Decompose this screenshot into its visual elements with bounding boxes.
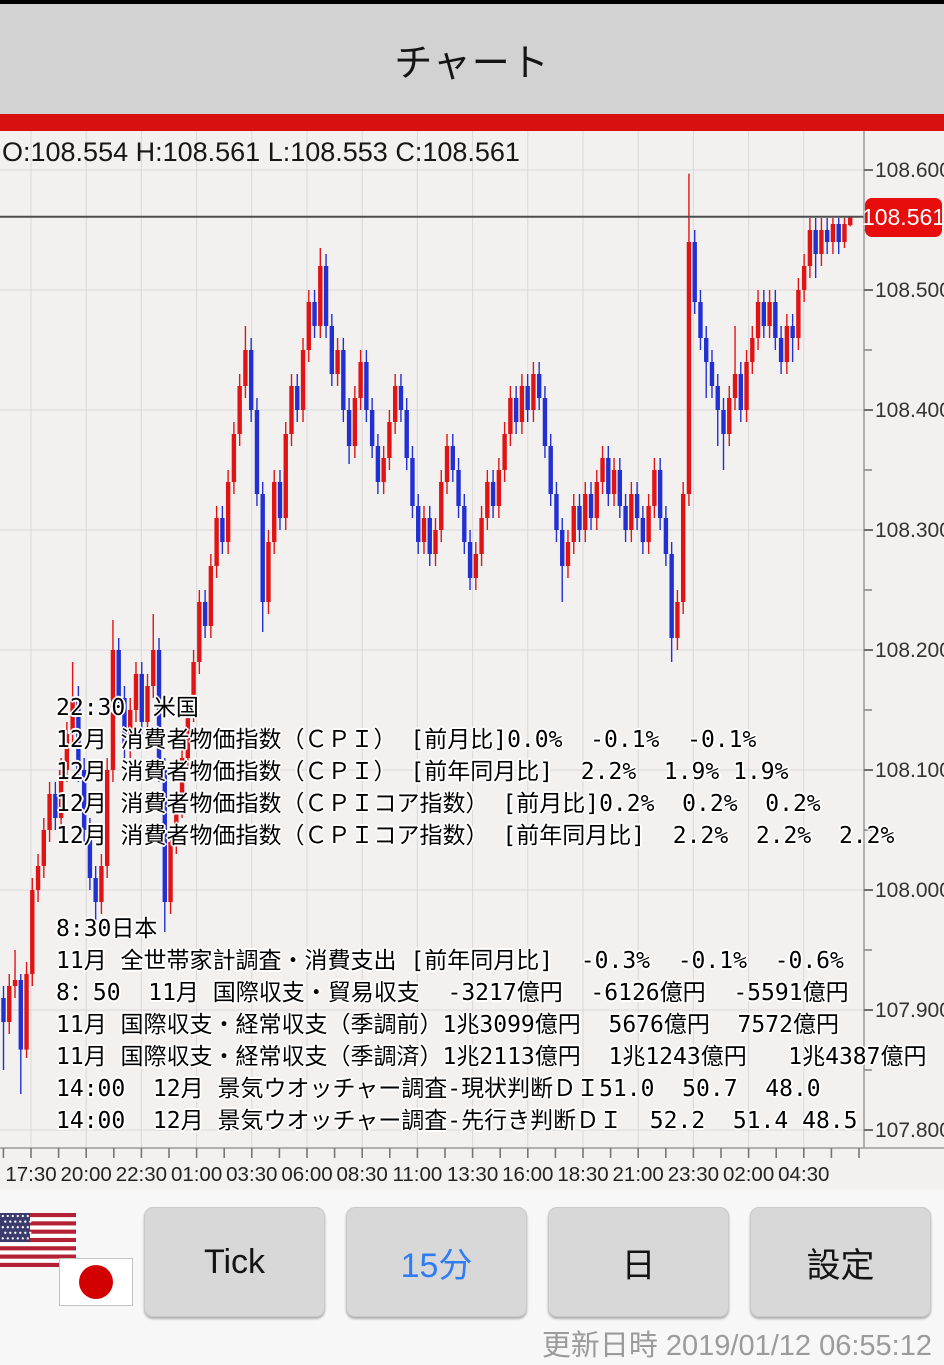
news-annotation-line: 22:30 米国 [56, 695, 199, 721]
candlestick-chart-canvas[interactable]: 108.600 108.500 108.400 108.300 108.200 108.1… [0, 131, 944, 1190]
svg-text:20:00: 20:00 [61, 1163, 112, 1186]
svg-text:108.600: 108.600 [875, 159, 944, 182]
svg-text:13:30: 13:30 [447, 1163, 498, 1186]
svg-text:17:30: 17:30 [5, 1163, 56, 1186]
status-bar [0, 0, 944, 4]
svg-text:18:30: 18:30 [557, 1163, 608, 1186]
svg-text:108.300: 108.300 [875, 519, 944, 542]
currency-pair-selector[interactable] [0, 1190, 140, 1320]
svg-text:108.400: 108.400 [875, 399, 944, 422]
svg-text:107.800: 107.800 [875, 1119, 944, 1142]
svg-text:108.000: 108.000 [875, 879, 944, 902]
last-updated-label: 更新日時 [541, 1330, 658, 1362]
svg-text:108.200: 108.200 [875, 639, 944, 662]
us-flag-icon [0, 1213, 76, 1267]
timeframe-tick-button[interactable]: Tick [144, 1207, 325, 1317]
news-annotation-line: 12月 消費者物価指数（ＣＰＩ） [前月比]0.0% -0.1% -0.1% [56, 727, 757, 753]
candles-group [1, 173, 853, 1094]
news-annotation-line: 12月 消費者物価指数（ＣＰＩ） [前年同月比] 2.2% 1.9% 1.9% [56, 759, 789, 785]
news-annotation-line: 11月 国際収支・経常収支（季調前）1兆3099億円 5676億円 7572億円 [56, 1012, 839, 1038]
last-updated-timestamp: 2019/01/12 06:55:12 [665, 1330, 932, 1362]
news-annotation-line: 14:00 12月 景気ウオッチャー調査-先行き判断ＤＩ 52.2 51.4 4… [56, 1108, 858, 1134]
accent-bar [0, 114, 944, 131]
news-annotation-line: 14:00 12月 景気ウオッチャー調査-現状判断ＤＩ51.0 50.7 48.… [56, 1076, 821, 1102]
svg-text:22:30: 22:30 [116, 1163, 167, 1186]
svg-text:16:00: 16:00 [502, 1163, 553, 1186]
svg-text:21:00: 21:00 [613, 1163, 664, 1186]
app-header: チャート [0, 4, 944, 114]
news-annotation-line: 8：50 11月 国際収支・貿易収支 -3217億円 -6126億円 -5591… [56, 980, 849, 1006]
svg-text:108.100: 108.100 [875, 759, 944, 782]
news-annotation-line: 8:30日本 [56, 916, 158, 942]
bottom-toolbar: Tick 15分 日 設定 更新日時 2019/01/12 06:55:12 [0, 1190, 944, 1365]
timeframe-day-button[interactable]: 日 [548, 1207, 729, 1317]
svg-text:06:00: 06:00 [281, 1163, 332, 1186]
chart-section: 108.600 108.500 108.400 108.300 108.200 108.1… [0, 131, 944, 1190]
japan-flag-icon [59, 1258, 133, 1306]
last-updated: 更新日時 2019/01/12 06:55:12 [542, 1322, 932, 1364]
svg-text:02:00: 02:00 [723, 1163, 774, 1186]
settings-button[interactable]: 設定 [750, 1207, 931, 1317]
news-annotation-line: 11月 全世帯家計調査・消費支出 [前年同月比] -0.3% -0.1% -0.… [56, 948, 844, 974]
current-price-badge: 108.561 [862, 198, 944, 237]
ohlc-readout: O:108.554 H:108.561 L:108.553 C:108.561 [2, 137, 520, 167]
svg-text:04:30: 04:30 [778, 1163, 829, 1186]
page-title: チャート [394, 42, 550, 85]
svg-text:108.500: 108.500 [875, 279, 944, 302]
x-axis: 17:30 20:00 22:30 01:00 03:30 06:00 08:30 11:00… [2, 1148, 860, 1186]
svg-text:11:00: 11:00 [393, 1163, 443, 1186]
svg-text:107.900: 107.900 [875, 999, 944, 1022]
y-axis: 108.600 108.500 108.400 108.300 108.200 108.1… [864, 159, 944, 1142]
news-annotation-line: 12月 消費者物価指数（ＣＰＩコア指数） [前年同月比] 2.2% 2.2% 2… [56, 823, 895, 849]
chart-grid [0, 131, 864, 1148]
svg-text:08:30: 08:30 [337, 1163, 388, 1186]
news-annotation-line: 12月 消費者物価指数（ＣＰＩコア指数） [前月比]0.2% 0.2% 0.2% [56, 791, 821, 817]
timeframe-15min-button[interactable]: 15分 [346, 1207, 527, 1317]
japan-flag-disc [79, 1265, 113, 1299]
svg-text:23:30: 23:30 [668, 1163, 719, 1186]
svg-text:01:00: 01:00 [171, 1163, 222, 1186]
svg-text:03:30: 03:30 [226, 1163, 277, 1186]
news-annotation-line: 11月 国際収支・経常収支（季調済）1兆2113億円 1兆1243億円 1兆43… [56, 1044, 927, 1070]
